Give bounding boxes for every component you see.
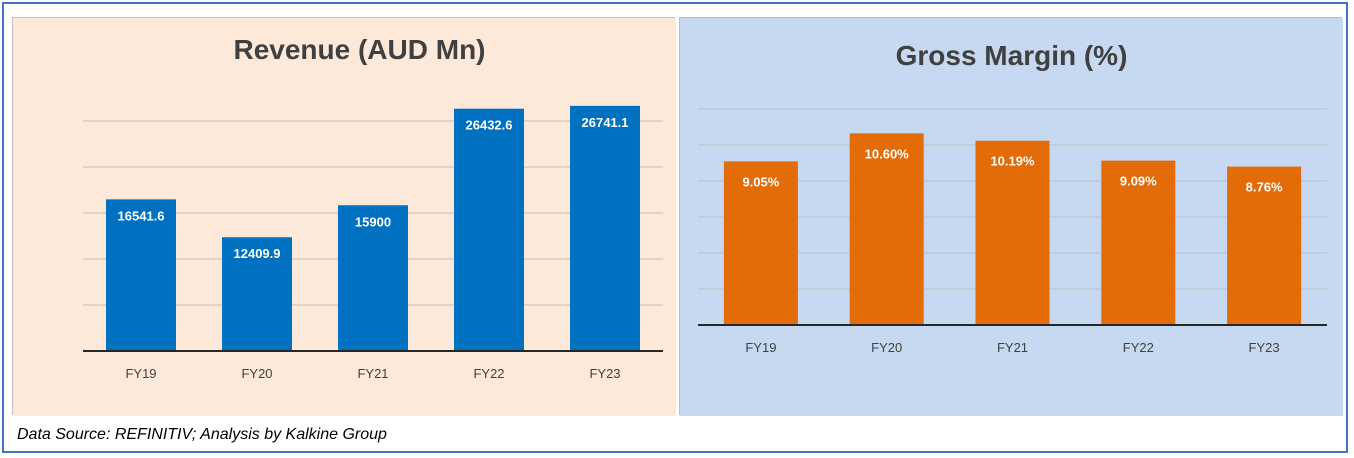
data-label: 12409.9	[234, 246, 281, 261]
data-label: 8.76%	[1246, 180, 1283, 195]
data-label: 26432.6	[466, 118, 513, 133]
chart-title: Gross Margin (%)	[896, 40, 1128, 71]
data-label: 10.19%	[990, 154, 1035, 169]
bar-fy19	[106, 199, 176, 351]
x-tick-label: FY23	[589, 366, 620, 381]
bar-fy23	[570, 105, 640, 351]
data-label: 9.05%	[742, 174, 779, 189]
x-tick-label: FY23	[1249, 340, 1280, 355]
data-label: 26741.1	[582, 115, 629, 130]
x-tick-label: FY22	[473, 366, 504, 381]
bar-fy19	[723, 161, 798, 325]
data-label: 9.09%	[1120, 174, 1157, 189]
x-tick-label: FY20	[241, 366, 272, 381]
x-tick-label: FY19	[125, 366, 156, 381]
bar-fy20	[849, 133, 924, 325]
bar-fy21	[975, 140, 1050, 325]
data-label: 10.60%	[865, 146, 910, 161]
bar-fy23	[1227, 166, 1302, 325]
gross-margin-chart: Gross Margin (%) 9.05% FY19 10.60% FY20 10.19…	[680, 18, 1343, 416]
x-tick-label: FY22	[1123, 340, 1154, 355]
x-tick-label: FY20	[871, 340, 902, 355]
bar-fy20	[222, 237, 292, 351]
bar-fy22	[454, 108, 524, 351]
x-tick-label: FY19	[745, 340, 776, 355]
bar-fy21	[338, 205, 408, 351]
x-tick-label: FY21	[997, 340, 1028, 355]
revenue-chart: Revenue (AUD Mn) 16541.6 FY19 12409.9 FY20 15…	[13, 18, 676, 416]
bar-fy22	[1101, 160, 1176, 325]
gross-margin-chart-panel: Gross Margin (%) 9.05% FY19 10.60% FY20 10.19…	[679, 17, 1343, 416]
data-label: 16541.6	[118, 208, 165, 223]
chart-title: Revenue (AUD Mn)	[233, 34, 485, 65]
x-tick-label: FY21	[357, 366, 388, 381]
data-label: 15900	[355, 214, 391, 229]
data-source-note: Data Source: REFINITIV; Analysis by Kalk…	[17, 426, 387, 443]
revenue-chart-panel: Revenue (AUD Mn) 16541.6 FY19 12409.9 FY20 15…	[12, 17, 676, 416]
